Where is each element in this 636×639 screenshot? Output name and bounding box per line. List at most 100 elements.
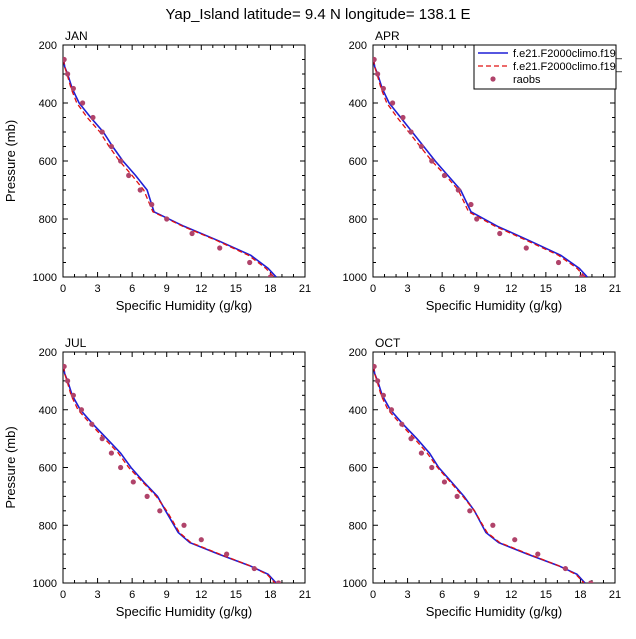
x-tick-label: 9 [474,589,480,601]
obs-point [275,580,282,583]
x-tick-label: 3 [95,283,101,295]
panels: JAN 0 3 6 9 12 15 18 21 200 400 600 800 1000 Specific … [3,29,623,619]
x-tick-label: 6 [129,589,135,601]
y-tick-label: 200 [349,347,367,359]
obs-point [418,143,424,150]
obs-point [389,100,396,106]
obs-point [63,363,67,370]
plot-frame [372,351,616,584]
x-tick-label: 18 [264,283,276,295]
obs-point [588,580,594,583]
obs-point [224,551,230,557]
x-tick-label: 21 [609,283,621,295]
y-tick-label: 400 [349,405,367,417]
x-axis-label: Specific Humidity (g/kg) [426,604,563,619]
x-tick-label: 3 [405,283,411,295]
series-line-dashed [373,59,586,277]
obs-point [535,551,541,557]
obs-point [118,158,124,164]
obs-point [418,450,424,456]
obs-point [144,493,150,499]
y-axis-label: Pressure (mb) [3,120,18,202]
obs-point [79,100,86,106]
obs-point [157,508,163,514]
y-tick-label: 200 [39,347,57,359]
x-tick-label: 12 [505,283,517,295]
series-line-dashed [63,59,275,277]
obs-point [375,71,381,77]
x-axis-label: Specific Humidity (g/kg) [426,298,563,313]
obs-point [247,259,253,266]
y-tick-label: 800 [39,520,57,532]
plot-frame [62,44,306,278]
x-tick-label: 15 [230,283,242,295]
x-tick-label: 18 [264,589,276,601]
panel-jul: JUL 0 3 6 9 12 15 18 21 200 400 600 800 1000 Specific … [3,336,311,619]
series-line-dashed [373,366,585,583]
y-tick-label: 1000 [33,272,57,284]
y-tick-label: 1000 [343,578,367,590]
obs-point [189,230,195,237]
obs-point [512,537,518,543]
panel-label: OCT [375,336,401,350]
y-tick-label: 400 [349,98,367,110]
obs-point [375,378,381,384]
obs-point [118,464,124,471]
data-layer [63,363,282,583]
x-tick-label: 6 [439,589,445,601]
y-tick-label: 800 [39,214,57,226]
y-tick-label: 1000 [33,578,57,590]
x-tick-label: 15 [230,589,242,601]
series-line-solid [373,366,586,583]
y-tick-label: 200 [39,40,57,52]
panel-label: APR [375,29,400,43]
obs-point [108,143,114,150]
obs-point [130,479,136,485]
obs-point [523,245,529,251]
obs-point [429,158,435,164]
y-tick-label: 800 [349,214,367,226]
x-tick-label: 9 [164,589,170,601]
y-axis-label: Pressure (mb) [3,426,18,508]
obs-point [408,436,414,442]
panel-label: JAN [65,29,88,43]
x-tick-label: 15 [540,589,552,601]
obs-point [198,537,204,543]
obs-point [70,392,76,398]
x-tick-label: 0 [370,589,376,601]
obs-point [380,392,386,398]
legend-entry: f.e21.F2000climo.f19_ [513,61,623,73]
obs-point [181,522,187,528]
obs-point [70,85,76,92]
obs-point [474,216,480,222]
obs-point [164,216,170,222]
obs-point [441,172,448,179]
obs-point [497,230,503,237]
x-tick-label: 21 [609,589,621,601]
x-tick-label: 6 [439,283,445,295]
obs-point [562,565,569,572]
x-tick-label: 9 [164,283,170,295]
obs-point [137,187,143,193]
panel-apr: APR 0 3 6 9 12 15 18 21 200 400 600 800 1000 Specific … [343,29,622,313]
x-tick-label: 15 [540,283,552,295]
obs-point [99,129,105,135]
data-layer [373,56,588,277]
obs-point [455,187,461,193]
obs-point [373,363,377,370]
obs-point [89,421,95,427]
x-axis-label: Specific Humidity (g/kg) [116,604,253,619]
obs-point [217,245,223,251]
obs-point [126,172,132,179]
series-line-solid [373,59,588,277]
obs-point [373,56,377,63]
x-tick-label: 0 [370,283,376,295]
x-tick-label: 6 [129,283,135,295]
y-tick-label: 600 [39,463,57,475]
panel-jan: JAN 0 3 6 9 12 15 18 21 200 400 600 800 1000 Specific … [3,29,311,313]
obs-point [399,421,405,427]
obs-point [408,129,414,135]
plot-frame [62,351,306,584]
x-axis-label: Specific Humidity (g/kg) [116,298,253,313]
